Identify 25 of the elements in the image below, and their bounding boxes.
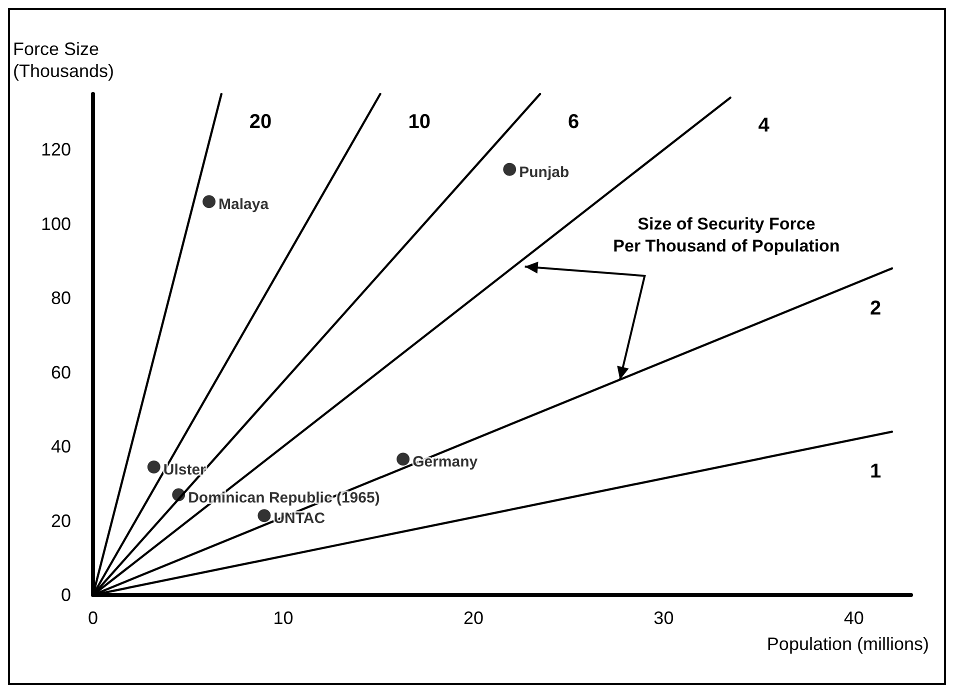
series-label: 4 [758,114,770,137]
x-tick-label: 20 [463,608,484,628]
y-tick-label: 120 [40,140,71,160]
x-axis-title: Population (millions) [766,634,929,654]
y-axis-title: Force Size (Thousands) [13,39,114,81]
series-label: 20 [249,111,272,133]
series-label: 10 [408,111,430,133]
series-label: Germany [412,454,478,471]
x-tick-label: 40 [844,608,864,628]
y-tick-label: 0 [60,585,71,605]
x-tick-label: 10 [273,608,294,628]
y-tick-label: 60 [50,362,71,382]
series-label: Punjab [519,164,570,181]
series-label: UNTAC [274,510,326,528]
series-label: 6 [568,111,580,133]
series-label: 2 [870,297,882,320]
x-tick-label: 30 [654,608,674,628]
annotation: Size of Security Force Per Thousand of Population [613,214,840,256]
series-label: 1 [870,460,882,483]
y-tick-label: 100 [40,214,71,234]
y-tick-label: 40 [50,436,71,457]
y-tick-label: 80 [50,288,71,308]
y-tick-label: 20 [50,510,71,531]
x-tick-label: 0 [88,608,98,628]
series-label: Malaya [218,196,270,214]
